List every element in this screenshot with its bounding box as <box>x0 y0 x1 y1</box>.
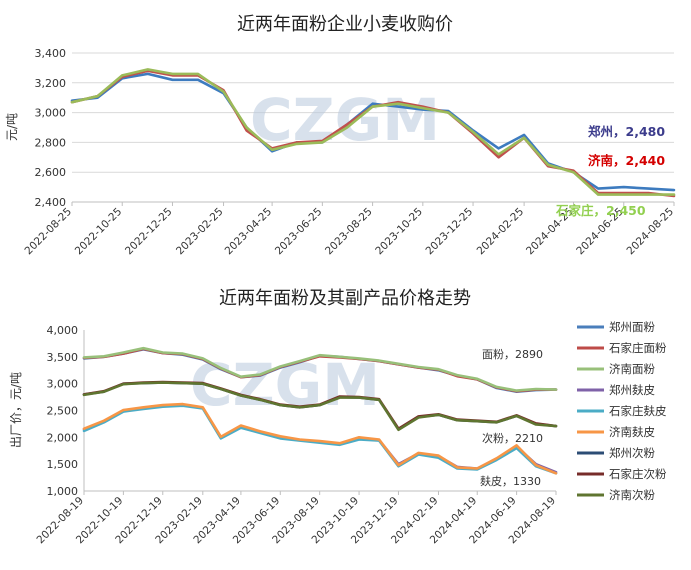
y-tick-label: 2,400 <box>35 196 67 209</box>
x-tick-label: 2023-06-25 <box>273 206 325 258</box>
chart-1-y-ticks: 2,400 2,600 2,800 3,000 3,200 3,400 <box>35 47 67 209</box>
y-tick-label: 3,200 <box>35 77 67 90</box>
series-line-济南面粉 <box>82 346 558 392</box>
series-line-济南次粉 <box>82 381 558 432</box>
x-tick-label: 2023-08-25 <box>323 206 375 258</box>
y-tick-label: 2,800 <box>35 136 67 149</box>
x-tick-label: 2023-02-25 <box>174 206 226 258</box>
x-tick-label: 2023-04-25 <box>223 206 275 258</box>
y-tick-label: 2,600 <box>35 166 67 179</box>
annotation-label: 面粉，2890 <box>482 348 543 361</box>
y-tick-label: 3,500 <box>47 351 79 364</box>
legend-label: 郑州次粉 <box>609 446 655 460</box>
chart-2-watermark: CZGM <box>190 351 380 419</box>
x-tick-label: 2022-08-25 <box>22 206 74 258</box>
chart-2-annotations: 面粉，2890 次粉，2210 麸皮，1330 <box>480 348 543 488</box>
y-tick-label: 3,000 <box>35 107 67 120</box>
chart-1-title: 近两年面粉企业小麦收购价 <box>237 14 453 35</box>
end-label-郑州: 郑州，2,480 <box>588 124 665 139</box>
end-label-石家庄: 石家庄，2,450 <box>555 203 646 218</box>
legend-label: 济南次粉 <box>609 488 655 502</box>
x-tick-label: 2022-12-25 <box>123 206 175 258</box>
chart-2-y-ticks: 1,000 1,500 2,000 2,500 3,000 3,500 4,000 <box>47 324 79 498</box>
chart-1-end-labels: 郑州，2,480 济南，2,440 石家庄，2,450 <box>555 124 665 218</box>
y-tick-label: 3,400 <box>35 47 67 60</box>
y-tick-label: 1,000 <box>47 485 79 498</box>
legend-label: 济南麸皮 <box>609 425 655 439</box>
chart-2: 近两年面粉及其副产品价格走势 CZGM 1,000 1,500 2,000 2,500… <box>9 288 667 546</box>
annotation-label: 麸皮，1330 <box>480 475 541 488</box>
legend-label: 郑州麸皮 <box>609 383 655 397</box>
legend-label: 石家庄麸皮 <box>609 404 667 418</box>
end-label-济南: 济南，2,440 <box>588 153 665 168</box>
legend-label: 石家庄面粉 <box>609 341 667 355</box>
chart-2-x-ticks: 2022-08-192022-10-192022-12-192023-02-19… <box>34 491 558 546</box>
x-tick-label: 2023-12-25 <box>424 206 476 258</box>
legend-label: 郑州面粉 <box>609 320 655 334</box>
x-tick-label: 2024-02-25 <box>475 206 527 258</box>
chart-1-watermark: CZGM <box>250 86 440 154</box>
y-tick-label: 3,000 <box>47 378 79 391</box>
y-tick-label: 2,500 <box>47 405 79 418</box>
legend-label: 济南面粉 <box>609 362 655 376</box>
chart-2-y-label: 出厂价，元/吨 <box>9 372 23 448</box>
x-tick-label: 2023-10-25 <box>373 206 425 258</box>
series-line-石家庄 <box>70 68 676 196</box>
annotation-label: 次粉，2210 <box>482 431 543 445</box>
legend-label: 石家庄次粉 <box>609 467 667 481</box>
chart-2-series <box>82 346 558 475</box>
chart-1: 近两年面粉企业小麦收购价 CZGM 2,400 2,600 2,800 3,000 3,… <box>5 14 676 257</box>
y-tick-label: 4,000 <box>47 324 79 337</box>
chart-1-series <box>70 68 676 198</box>
chart-2-title: 近两年面粉及其副产品价格走势 <box>219 288 471 309</box>
series-line-济南麸皮 <box>82 402 558 475</box>
x-tick-label: 2022-10-25 <box>73 206 125 258</box>
y-tick-label: 2,000 <box>47 431 79 444</box>
chart-1-y-label: 元/吨 <box>5 113 19 141</box>
y-tick-label: 1,500 <box>47 458 79 471</box>
